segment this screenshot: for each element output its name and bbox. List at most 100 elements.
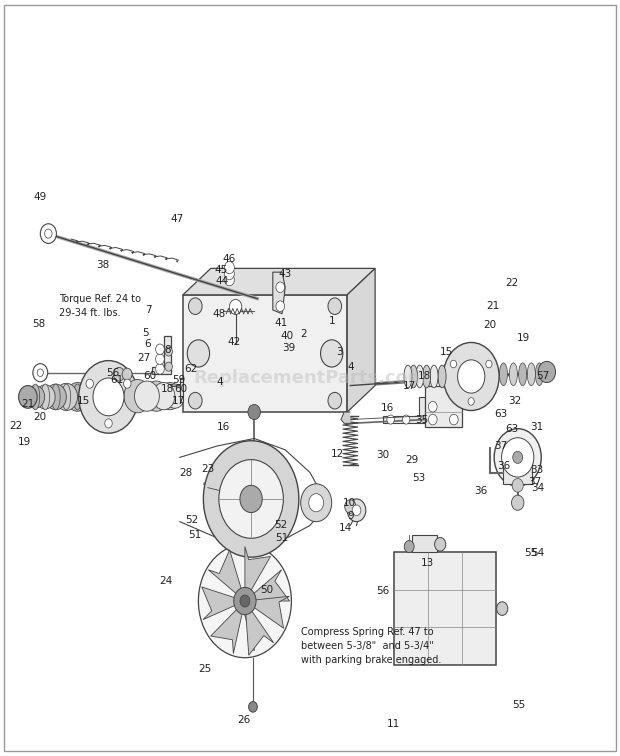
Circle shape [494,429,541,486]
Text: 55: 55 [524,548,538,559]
Circle shape [404,541,414,553]
Text: 25: 25 [198,664,211,674]
Ellipse shape [62,384,71,410]
Text: 22: 22 [9,421,22,432]
Text: 17: 17 [402,380,416,391]
Circle shape [497,602,508,615]
Text: 21: 21 [486,301,500,311]
Polygon shape [273,272,285,314]
Circle shape [165,347,172,356]
Text: 57: 57 [536,371,550,382]
Circle shape [55,383,78,411]
Text: 45: 45 [214,265,228,275]
Circle shape [156,344,164,355]
Polygon shape [180,378,183,402]
Circle shape [276,301,285,311]
Circle shape [512,495,524,510]
Text: 50: 50 [260,584,273,595]
Circle shape [435,538,446,551]
Circle shape [450,361,456,368]
Text: 12: 12 [331,448,345,459]
Ellipse shape [489,363,497,386]
Polygon shape [245,601,273,655]
Ellipse shape [41,384,50,410]
Text: 49: 49 [33,191,47,202]
Text: 22: 22 [505,278,518,289]
Text: 36: 36 [474,486,487,497]
Text: 18: 18 [418,371,432,382]
Ellipse shape [86,384,94,410]
Text: 36: 36 [497,460,510,471]
Polygon shape [383,397,425,423]
Circle shape [468,398,474,405]
Text: 41: 41 [274,318,288,328]
Text: 24: 24 [159,575,173,586]
Circle shape [309,494,324,512]
Text: 54: 54 [531,548,544,559]
Text: 19: 19 [18,437,32,448]
Text: 13: 13 [421,558,435,569]
Circle shape [240,485,262,513]
Circle shape [45,229,52,238]
Text: 46: 46 [223,253,236,264]
Text: 29: 29 [405,454,419,465]
Ellipse shape [416,365,424,388]
Circle shape [321,340,343,367]
Circle shape [159,383,181,410]
Circle shape [224,274,234,286]
Ellipse shape [410,365,418,388]
Circle shape [224,268,234,280]
Ellipse shape [430,365,438,388]
Circle shape [513,451,523,463]
Circle shape [328,392,342,409]
Text: 53: 53 [412,472,426,483]
Circle shape [86,380,94,389]
Text: 51: 51 [275,533,289,544]
Text: 17: 17 [171,395,185,406]
Ellipse shape [73,384,82,410]
Circle shape [105,419,112,428]
Text: 35: 35 [415,414,428,425]
Circle shape [156,354,164,364]
Circle shape [165,384,185,408]
Text: 63: 63 [494,409,508,420]
Text: 33: 33 [529,465,543,476]
Text: 27: 27 [137,352,151,363]
Text: 19: 19 [517,333,531,343]
Text: 5: 5 [143,327,149,338]
Text: 52: 52 [185,515,199,525]
Circle shape [35,385,55,409]
Circle shape [428,414,437,425]
Circle shape [165,362,172,371]
Text: 14: 14 [339,522,352,533]
Circle shape [352,505,361,516]
Text: 16: 16 [216,422,230,432]
Circle shape [40,224,56,243]
Circle shape [123,380,131,389]
Circle shape [240,595,250,607]
Text: 56: 56 [106,367,120,378]
Circle shape [458,360,485,393]
Text: 18: 18 [161,384,174,395]
Ellipse shape [528,363,536,386]
Circle shape [144,381,169,411]
Text: 9: 9 [347,511,353,522]
Circle shape [229,299,242,314]
Polygon shape [245,547,270,601]
Bar [425,386,462,427]
Text: 8: 8 [164,345,171,355]
Text: 3: 3 [337,346,343,357]
Text: 55: 55 [512,699,525,710]
Circle shape [66,383,89,411]
Polygon shape [245,596,290,628]
Text: 23: 23 [202,463,215,474]
Circle shape [345,500,356,513]
Text: 4: 4 [217,376,223,387]
Bar [412,535,437,552]
Circle shape [188,392,202,409]
Bar [183,295,347,412]
Text: 60: 60 [174,384,188,395]
Ellipse shape [51,384,60,410]
Polygon shape [202,587,245,620]
Text: 21: 21 [21,399,35,410]
